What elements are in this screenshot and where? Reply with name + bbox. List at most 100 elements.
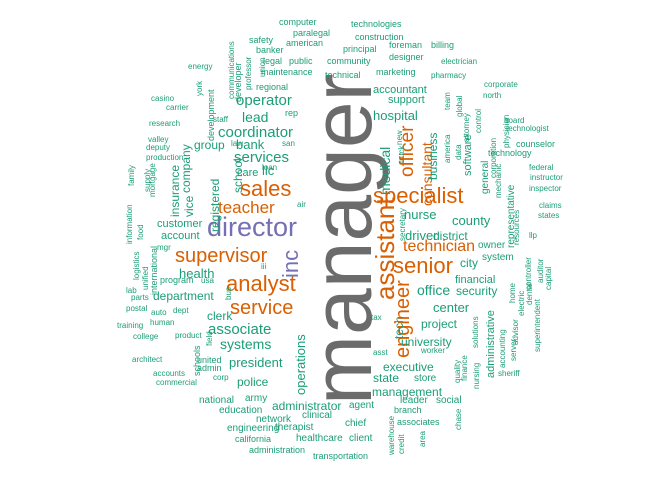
word-network: network xyxy=(256,414,292,425)
word-national: national xyxy=(199,395,235,406)
word-san: san xyxy=(282,139,295,148)
word-store: store xyxy=(414,373,437,384)
word-community: community xyxy=(327,56,371,66)
word-federal: federal xyxy=(529,163,554,172)
word-casino: casino xyxy=(151,94,175,103)
word-customer: customer xyxy=(157,218,203,230)
word-driver: driver xyxy=(405,228,438,243)
word-accounting: accounting xyxy=(498,329,507,368)
word-nurse: nurse xyxy=(404,207,437,222)
word-unified: unified xyxy=(141,266,150,290)
word-capital: capital xyxy=(544,266,553,290)
word-controller: controller xyxy=(524,257,533,290)
word-professor: professor xyxy=(244,56,253,90)
word-training: training xyxy=(117,321,144,330)
word-admin: admin xyxy=(197,363,222,373)
word-support: support xyxy=(388,94,425,106)
word-regional: regional xyxy=(256,82,289,92)
word-electrician: electrician xyxy=(441,57,478,66)
word-transportation: transportation xyxy=(313,451,369,461)
word-iii: iii xyxy=(261,262,267,271)
word-education: education xyxy=(219,405,263,416)
word-credit: credit xyxy=(397,434,406,454)
word-financial: financial xyxy=(455,274,496,286)
word-usa: usa xyxy=(201,276,214,285)
word-billing: billing xyxy=(431,40,455,50)
word-staff: staff xyxy=(213,115,228,124)
word-teacher: teacher xyxy=(218,198,275,217)
word-branch: branch xyxy=(394,405,422,415)
word-resources: resources xyxy=(512,209,521,245)
word-social: social xyxy=(436,395,462,406)
word-principal: principal xyxy=(343,44,377,54)
word-legal: legal xyxy=(263,56,283,66)
word-operations: operations xyxy=(293,334,308,395)
word-finance: finance xyxy=(460,355,469,381)
word-york: york xyxy=(195,80,204,96)
word-development: development xyxy=(206,89,216,141)
word-field: field xyxy=(205,331,214,346)
word-parts: parts xyxy=(131,293,149,302)
word-associate: associate xyxy=(208,321,272,338)
word-city: city xyxy=(460,256,478,270)
word-solutions: solutions xyxy=(471,316,480,348)
word-program: program xyxy=(160,275,194,285)
word-health: health xyxy=(179,266,215,281)
word-technician: technician xyxy=(403,238,476,255)
word-control: control xyxy=(474,108,483,133)
word-vice: vice xyxy=(182,195,196,217)
word-executive: executive xyxy=(383,360,434,374)
word-coordinator: coordinator xyxy=(218,124,294,141)
word-designer: designer xyxy=(389,52,424,62)
word-deputy: deputy xyxy=(146,143,171,152)
word-warehouse: warehouse xyxy=(387,415,396,455)
word-data: data xyxy=(454,144,463,160)
word-food: food xyxy=(136,224,145,240)
word-technical: technical xyxy=(325,70,361,80)
word-bus: bus xyxy=(224,287,233,300)
word-tech: tech xyxy=(392,316,406,339)
word-counselor: counselor xyxy=(516,139,556,149)
word-california: california xyxy=(235,434,272,444)
word-registered: registered xyxy=(208,178,222,232)
word-foreman: foreman xyxy=(389,40,423,50)
word-worker: worker xyxy=(421,346,446,355)
word-computer: computer xyxy=(279,17,317,27)
word-valley: valley xyxy=(148,135,169,144)
word-director: director xyxy=(207,212,298,242)
word-administration: administration xyxy=(249,445,306,455)
word-bank: bank xyxy=(236,137,265,152)
word-insurance: insurance xyxy=(168,164,182,217)
word-management: management xyxy=(372,385,443,399)
word-agent: agent xyxy=(349,400,375,411)
word-dept: dept xyxy=(173,306,189,315)
word-maintenance: maintenance xyxy=(261,67,313,77)
word-llc: llc xyxy=(262,163,275,178)
word-research: research xyxy=(149,119,181,128)
word-secretary: secretary xyxy=(398,208,407,241)
word-safety: safety xyxy=(249,35,274,45)
word-nursing: nursing xyxy=(472,362,481,389)
word-chase: chase xyxy=(454,408,463,430)
word-area: area xyxy=(418,430,427,447)
word-family: family xyxy=(127,165,136,186)
word-army: army xyxy=(245,393,268,404)
word-marketing: marketing xyxy=(376,67,416,77)
word-services: services xyxy=(234,149,290,166)
word-security: security xyxy=(456,284,498,298)
word-technology: technology xyxy=(488,148,532,158)
word-construction: construction xyxy=(355,32,404,42)
word-logistics: logistics xyxy=(132,251,141,280)
word-global: global xyxy=(455,95,464,117)
word-energy: energy xyxy=(188,62,213,71)
word-department: department xyxy=(153,289,214,303)
word-corp: corp xyxy=(213,373,229,382)
word-paralegal: paralegal xyxy=(293,28,331,38)
word-lead: lead xyxy=(242,109,269,125)
word-police: police xyxy=(237,375,269,389)
word-project: project xyxy=(421,317,458,331)
word-international: international xyxy=(149,245,159,295)
word-auto: auto xyxy=(151,308,167,317)
word-asst: asst xyxy=(373,348,388,357)
